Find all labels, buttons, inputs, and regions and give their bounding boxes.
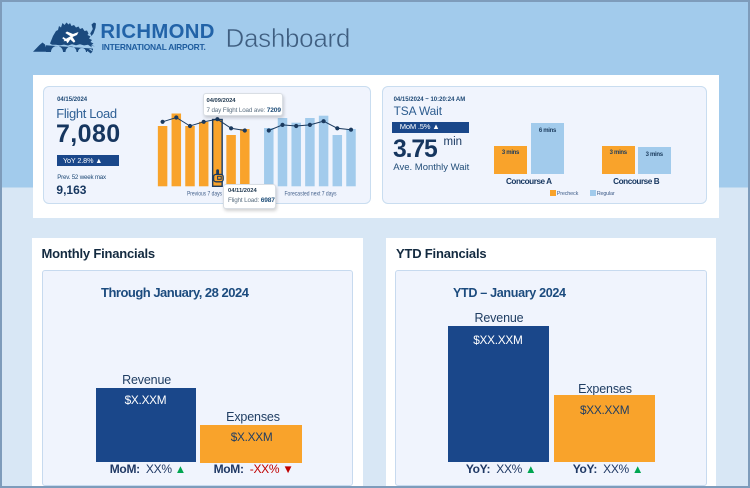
svg-text:Forecasted next 7 days: Forecasted next 7 days <box>284 191 336 197</box>
svg-text:Previous 7 days: Previous 7 days <box>187 191 222 197</box>
